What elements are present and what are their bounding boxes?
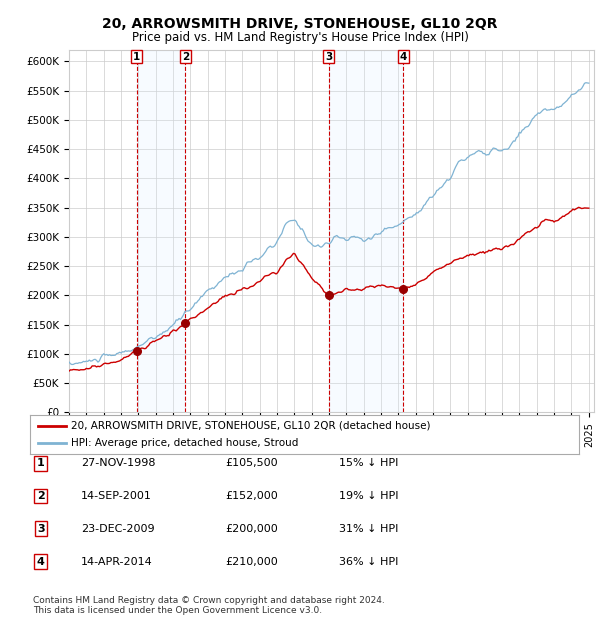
Text: 1: 1: [37, 458, 44, 468]
Text: 3: 3: [37, 524, 44, 534]
Text: 1: 1: [133, 51, 140, 61]
Bar: [329, 50, 403, 412]
Text: 14-APR-2014: 14-APR-2014: [81, 557, 153, 567]
Bar: [137, 50, 185, 412]
Text: 4: 4: [37, 557, 45, 567]
Text: 20, ARROWSMITH DRIVE, STONEHOUSE, GL10 2QR: 20, ARROWSMITH DRIVE, STONEHOUSE, GL10 2…: [102, 17, 498, 32]
Text: 27-NOV-1998: 27-NOV-1998: [81, 458, 155, 468]
Text: Price paid vs. HM Land Registry's House Price Index (HPI): Price paid vs. HM Land Registry's House …: [131, 31, 469, 44]
Text: Contains HM Land Registry data © Crown copyright and database right 2024.
This d: Contains HM Land Registry data © Crown c…: [33, 596, 385, 615]
Text: 20, ARROWSMITH DRIVE, STONEHOUSE, GL10 2QR (detached house): 20, ARROWSMITH DRIVE, STONEHOUSE, GL10 2…: [71, 421, 431, 431]
Text: 2: 2: [182, 51, 189, 61]
Text: 14-SEP-2001: 14-SEP-2001: [81, 491, 152, 501]
Text: £105,500: £105,500: [225, 458, 278, 468]
Text: 15% ↓ HPI: 15% ↓ HPI: [339, 458, 398, 468]
Text: 3: 3: [325, 51, 332, 61]
Text: £200,000: £200,000: [225, 524, 278, 534]
Text: 2: 2: [37, 491, 44, 501]
Text: HPI: Average price, detached house, Stroud: HPI: Average price, detached house, Stro…: [71, 438, 299, 448]
Text: 31% ↓ HPI: 31% ↓ HPI: [339, 524, 398, 534]
Text: £152,000: £152,000: [225, 491, 278, 501]
Text: 4: 4: [400, 51, 407, 61]
Text: 19% ↓ HPI: 19% ↓ HPI: [339, 491, 398, 501]
Text: £210,000: £210,000: [225, 557, 278, 567]
Text: 23-DEC-2009: 23-DEC-2009: [81, 524, 155, 534]
Text: 36% ↓ HPI: 36% ↓ HPI: [339, 557, 398, 567]
